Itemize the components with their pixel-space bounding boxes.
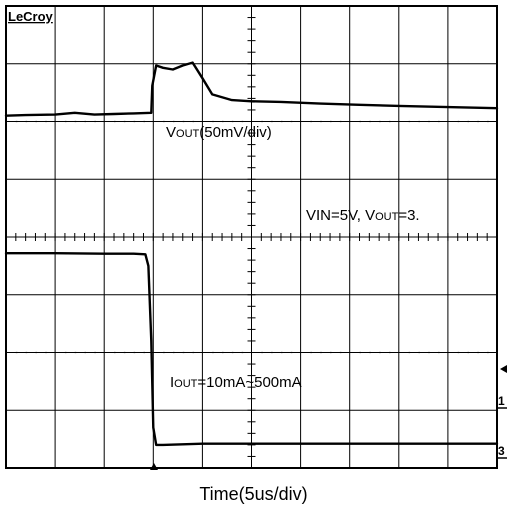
channel-3-marker: 3 (498, 444, 505, 458)
vout-label: VOUT(50mV/div) (166, 124, 272, 141)
trace-iout (4, 251, 499, 447)
trace-vout (4, 61, 499, 117)
traces (4, 61, 499, 447)
brand-logo: LeCroy (8, 9, 54, 24)
iout-label: IOUT=10mA~500mA (170, 374, 302, 391)
channel-1-marker: 1 (498, 394, 505, 408)
x-axis-label: Time(5us/div) (199, 484, 308, 504)
channel-1-offset-arrow (500, 365, 507, 373)
condition-label: VIN=5V, VOUT=3. (306, 207, 420, 224)
oscilloscope-plot: LeCroy VOUT(50mV/div) VIN=5V, VOUT=3. IO… (4, 5, 507, 470)
plot-frame (5, 5, 498, 469)
trigger-marker (150, 463, 158, 470)
